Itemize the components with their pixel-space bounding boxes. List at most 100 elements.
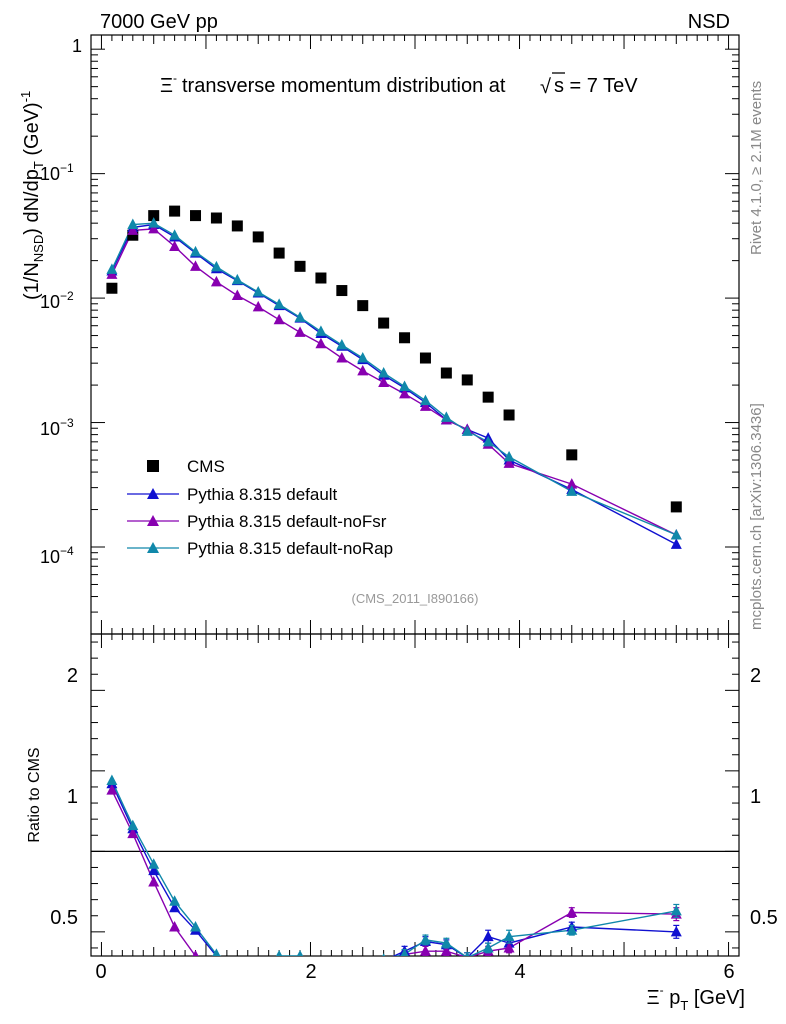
ratio-point-noFsr xyxy=(503,941,515,953)
point-noRap xyxy=(503,450,515,462)
ratio-point-default xyxy=(670,925,682,937)
ratio-y-tick-0.5: 0.5 xyxy=(50,907,78,929)
ratio-point-noRap xyxy=(127,819,139,831)
point-cms xyxy=(670,501,682,513)
point-noFsr xyxy=(210,275,222,287)
point-noFsr xyxy=(566,478,578,489)
ratio-point-noRap xyxy=(357,958,368,969)
ratio-point-noFsr xyxy=(566,906,578,918)
ratio-point-noRap xyxy=(566,924,578,935)
ratio-point-noFsr xyxy=(274,981,285,992)
y-tick-label-1e-2: 10−2 xyxy=(40,289,74,312)
point-cms xyxy=(210,212,222,224)
series-line-noRap xyxy=(111,222,677,536)
point-noRap xyxy=(399,380,411,391)
point-noFsr xyxy=(231,289,243,300)
point-noRap xyxy=(148,217,160,228)
ratio-point-default xyxy=(482,930,494,942)
point-noRap xyxy=(482,435,494,447)
point-noRap xyxy=(461,425,473,436)
ratio-point-default xyxy=(232,961,243,972)
point-noFsr xyxy=(273,313,285,325)
ratio-point-noRap xyxy=(336,960,347,971)
point-cms xyxy=(294,260,306,272)
point-noFsr xyxy=(252,300,264,312)
mcplots-source-label: mcplots.cern.ch [arXiv:1306.3436] xyxy=(748,403,765,630)
ratio-point-noFsr xyxy=(169,921,181,932)
point-noFsr xyxy=(190,260,202,271)
ratio-point-noRap xyxy=(503,930,515,942)
ratio-plot-area xyxy=(106,774,682,993)
ratio-point-noFsr xyxy=(211,974,222,985)
ratio-point-noRap xyxy=(382,953,386,956)
point-noRap xyxy=(566,485,578,496)
point-noRap xyxy=(336,338,348,350)
main-plot-area xyxy=(106,205,682,549)
point-cms xyxy=(273,247,285,259)
ratio-y-tick-2-right: 2 xyxy=(750,665,761,687)
ratio-y-tick-0.5-right: 0.5 xyxy=(750,907,778,929)
point-noRap xyxy=(440,411,452,422)
ratio-point-default xyxy=(336,974,347,985)
series-line-default xyxy=(111,223,677,546)
ratio-point-noRap xyxy=(253,956,264,967)
legend-marker-cms xyxy=(147,460,159,472)
point-noFsr xyxy=(294,326,306,337)
point-cms xyxy=(399,332,411,344)
ratio-point-default xyxy=(148,864,160,876)
point-noRap xyxy=(273,298,285,309)
x-tick-4: 4 xyxy=(514,961,525,983)
main-y-axis-title: (1/NNSD) dN/dpT (GeV)-1 xyxy=(18,91,46,300)
ratio-point-noRap xyxy=(212,948,221,956)
point-default xyxy=(670,538,682,549)
point-noRap xyxy=(169,229,181,240)
title-text: transverse momentum distribution at xyxy=(182,75,506,97)
ratio-point-noFsr xyxy=(440,945,452,956)
ratio-line-noFsr xyxy=(111,789,677,956)
ratio-point-default xyxy=(169,901,181,913)
ratio-point-noFsr xyxy=(419,945,431,956)
ratio-point-noFsr xyxy=(127,827,139,839)
point-noFsr xyxy=(127,224,139,235)
point-cms xyxy=(252,231,264,243)
ratio-point-default xyxy=(315,974,326,985)
ratio-line-noRap xyxy=(111,780,677,956)
ratio-point-noRap xyxy=(148,858,160,869)
ratio-y-tick-2: 2 xyxy=(67,665,78,687)
point-cms xyxy=(440,367,452,379)
ratio-line-default xyxy=(111,783,677,956)
ratio-point-default xyxy=(274,966,285,977)
ratio-point-noFsr xyxy=(295,982,306,993)
ratio-point-noRap xyxy=(482,941,494,953)
legend-marker-default xyxy=(127,488,179,499)
title-energy: s = 7 TeV xyxy=(554,75,638,97)
point-cms xyxy=(357,300,369,312)
point-noRap xyxy=(357,352,369,363)
point-noFsr xyxy=(378,376,390,387)
point-cms xyxy=(482,391,494,403)
point-cms xyxy=(378,317,390,329)
point-cms xyxy=(461,374,473,386)
ratio-point-noFsr xyxy=(357,971,368,982)
ratio-point-noRap xyxy=(440,937,452,948)
point-cms xyxy=(231,220,243,232)
beam-label: 7000 GeV pp xyxy=(100,11,218,33)
legend-label-nofsr: Pythia 8.315 default-noFsr xyxy=(187,512,387,531)
point-cms xyxy=(190,210,202,222)
point-noRap xyxy=(127,218,139,230)
process-label: NSD xyxy=(688,11,730,33)
ratio-y-axis-title: Ratio to CMS xyxy=(26,747,43,842)
rivet-version-label: Rivet 4.1.0, ≥ 2.1M events xyxy=(748,81,765,255)
x-tick-0: 0 xyxy=(95,961,106,983)
ratio-point-noRap xyxy=(232,958,243,969)
x-tick-6: 6 xyxy=(723,961,734,983)
point-noFsr xyxy=(169,240,181,251)
ratio-point-noRap xyxy=(670,904,682,916)
point-noFsr xyxy=(148,222,160,234)
ratio-y-tick-1-right: 1 xyxy=(750,786,761,808)
ratio-point-noRap xyxy=(106,774,118,786)
y-tick-label-1: 1 xyxy=(72,36,82,56)
point-cms xyxy=(169,205,181,217)
ratio-point-noFsr xyxy=(148,875,160,887)
